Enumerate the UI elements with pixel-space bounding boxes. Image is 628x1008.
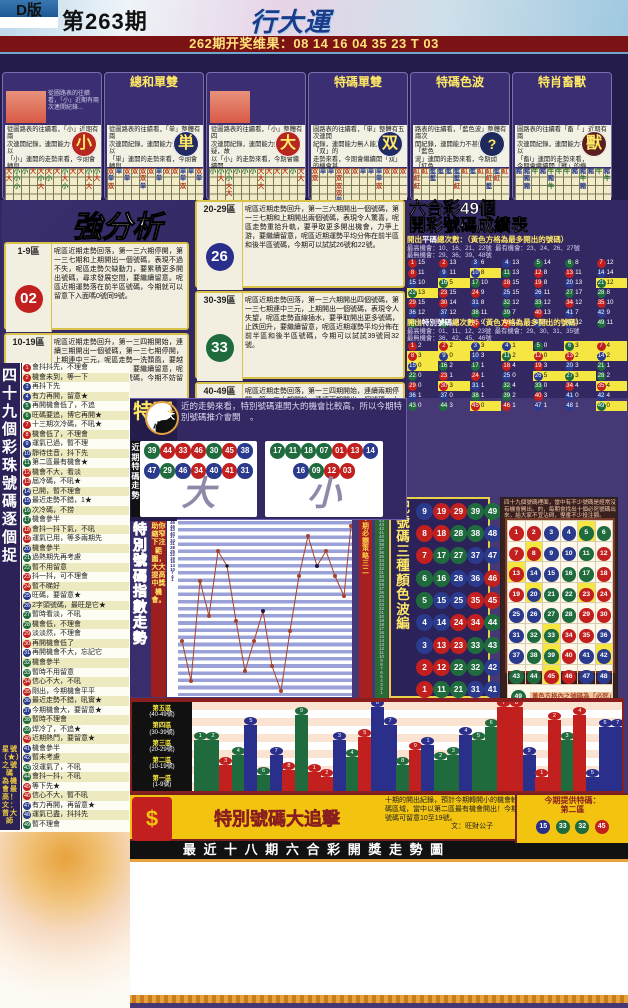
svg-text:大: 大 [165, 409, 175, 422]
svg-text:小: 小 [152, 420, 163, 433]
